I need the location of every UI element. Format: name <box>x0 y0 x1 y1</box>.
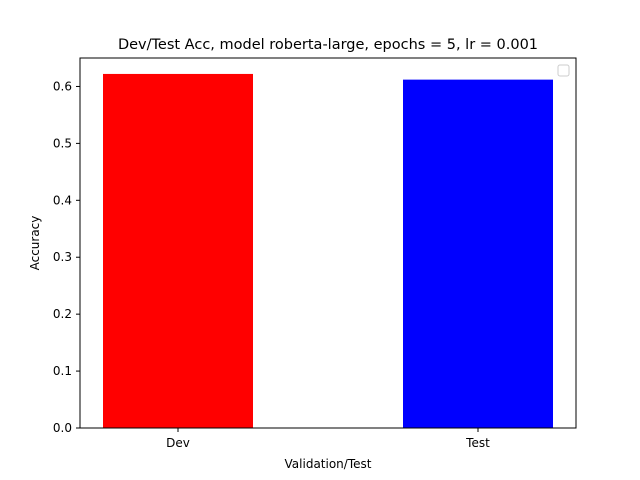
plot-frame <box>79 57 577 429</box>
legend-box <box>557 64 570 77</box>
x-axis-label: Validation/Test <box>285 457 372 471</box>
y-tick-label: 0.6 <box>53 79 72 93</box>
y-tick-label: 0.5 <box>53 136 72 150</box>
bar-dev <box>103 73 253 428</box>
chart-title: Dev/Test Acc, model roberta-large, epoch… <box>118 37 538 53</box>
y-tick-label: 0.3 <box>53 250 72 264</box>
y-tick-label: 0.1 <box>53 364 72 378</box>
x-tick-label: Test <box>465 436 490 450</box>
y-tick-label: 0.0 <box>53 421 72 435</box>
bar-test <box>403 79 553 428</box>
y-tick-label: 0.2 <box>53 307 72 321</box>
x-tick-label: Dev <box>166 436 190 450</box>
y-axis-label: Accuracy <box>28 216 42 271</box>
y-tick-label: 0.4 <box>53 193 72 207</box>
x-axis: Dev Test <box>166 428 490 450</box>
bars-layer <box>103 73 553 428</box>
y-axis: 0.0 0.1 0.2 0.3 0.4 0.5 0.6 <box>53 79 80 435</box>
